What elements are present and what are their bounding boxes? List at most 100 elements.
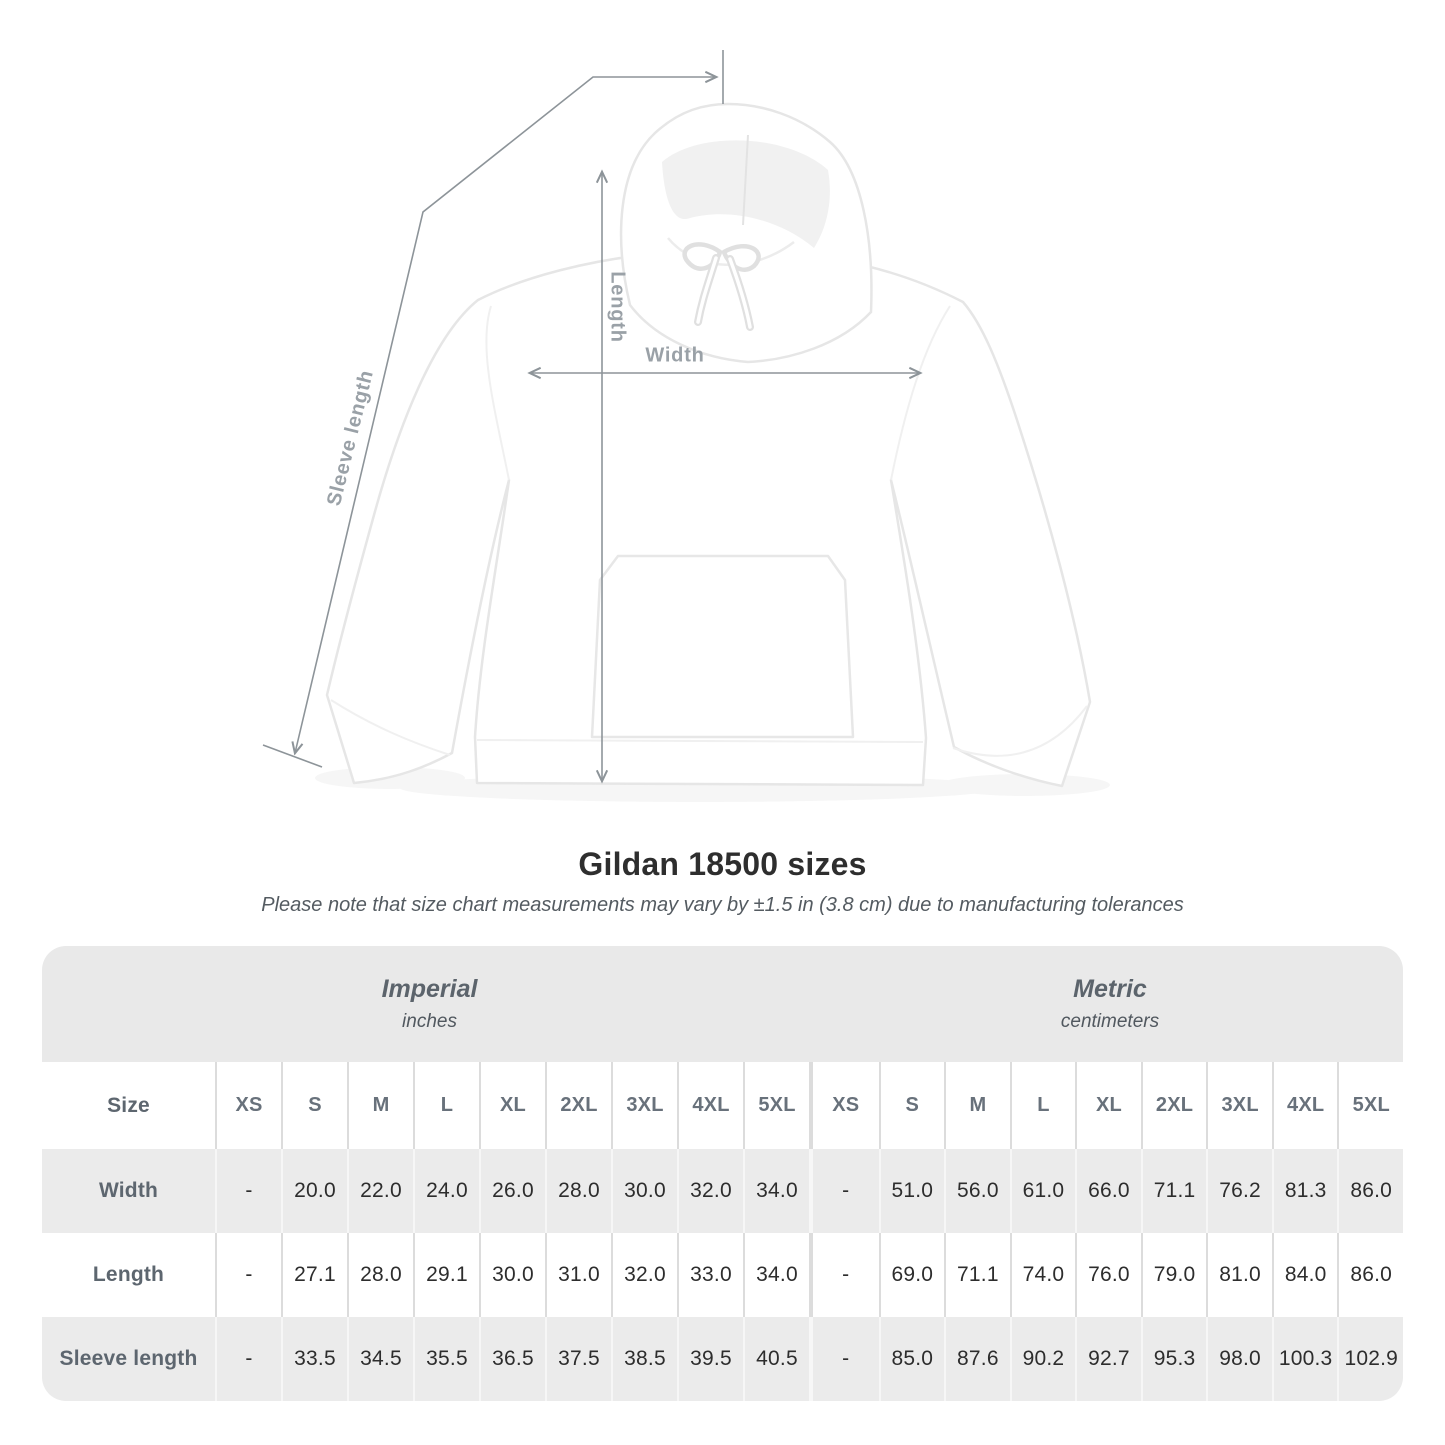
value-cell-metric: 81.3 bbox=[1271, 1149, 1338, 1233]
value-cell-metric: 100.3 bbox=[1271, 1317, 1338, 1401]
length-measurement-label: Length bbox=[606, 271, 629, 343]
size-col-header-imperial: 2XL bbox=[545, 1062, 611, 1149]
value-cell-metric: 61.0 bbox=[1009, 1149, 1076, 1233]
value-cell-imperial: 32.0 bbox=[677, 1149, 743, 1233]
row-label: Length bbox=[92, 1263, 165, 1286]
value-cell-imperial: 22.0 bbox=[347, 1149, 413, 1233]
value-cell-metric: 51.0 bbox=[878, 1149, 945, 1233]
value-cell-metric: 79.0 bbox=[1140, 1233, 1207, 1317]
size-col-header-metric: 5XL bbox=[1337, 1062, 1403, 1149]
value-cell-metric: - bbox=[842, 1263, 850, 1286]
row-label: Width bbox=[42, 1149, 215, 1233]
value-cell-imperial: 34.0 bbox=[743, 1149, 809, 1233]
hoodie-illustration bbox=[262, 50, 1092, 788]
sleeve-start-tick bbox=[262, 744, 323, 768]
size-column-header: Size bbox=[107, 1093, 150, 1117]
value-cell-imperial: 38.5 bbox=[611, 1317, 677, 1401]
value-cell-metric: 56.0 bbox=[944, 1149, 1010, 1233]
sleeve-dimension-line bbox=[295, 77, 716, 753]
value-cell-imperial: - bbox=[215, 1233, 281, 1317]
size-col-header-imperial: S bbox=[281, 1062, 347, 1149]
value-cell-metric: 69.0 bbox=[878, 1233, 945, 1317]
metric-group-header: Metric centimeters bbox=[817, 946, 1403, 1062]
width-measurement-label: Width bbox=[645, 344, 705, 367]
value-cell-imperial: 34.5 bbox=[347, 1317, 413, 1401]
value-cell-imperial: 37.5 bbox=[545, 1317, 611, 1401]
page-title: Gildan 18500 sizes bbox=[578, 846, 867, 882]
size-col-header-metric: S bbox=[878, 1062, 945, 1149]
hoodie-measurement-diagram: Length Width Sleeve length bbox=[262, 50, 1092, 788]
value-cell-imperial: 35.5 bbox=[413, 1317, 479, 1401]
value-cell-imperial: - bbox=[215, 1149, 281, 1233]
size-table-grid: Size XS S M L XL 2XL 3XL 4XL 5XL XS S M L XL 2XL 3XL 4XL 5… bbox=[42, 1062, 1403, 1401]
tolerance-note: Please note that size chart measurements… bbox=[261, 894, 1184, 916]
value-cell-imperial: 20.0 bbox=[281, 1149, 347, 1233]
value-cell-metric: 84.0 bbox=[1271, 1233, 1338, 1317]
row-label: Sleeve length bbox=[42, 1317, 215, 1401]
value-cell-imperial: 40.5 bbox=[743, 1317, 809, 1401]
value-cell-metric: 76.0 bbox=[1075, 1233, 1141, 1317]
value-cell-metric: 71.1 bbox=[1140, 1149, 1207, 1233]
imperial-group-label: Imperial bbox=[381, 975, 478, 1003]
size-col-header-metric: 3XL bbox=[1206, 1062, 1272, 1149]
imperial-metric-divider bbox=[809, 1062, 813, 1149]
value-cell-metric: 87.6 bbox=[944, 1317, 1010, 1401]
metric-group-label: Metric bbox=[1073, 975, 1147, 1003]
value-cell-metric: 74.0 bbox=[1009, 1233, 1076, 1317]
size-col-header-metric: 4XL bbox=[1271, 1062, 1338, 1149]
value-cell-metric: 81.0 bbox=[1206, 1233, 1272, 1317]
size-col-header-imperial: 4XL bbox=[677, 1062, 743, 1149]
size-col-header-imperial: L bbox=[413, 1062, 479, 1149]
kangaroo-pocket bbox=[590, 554, 855, 739]
value-cell-imperial: 32.0 bbox=[611, 1233, 677, 1317]
size-col-header-metric: XS bbox=[832, 1094, 860, 1116]
size-col-header-metric: M bbox=[944, 1062, 1010, 1149]
value-cell-imperial: 26.0 bbox=[479, 1149, 545, 1233]
value-cell-metric: 86.0 bbox=[1337, 1233, 1403, 1317]
value-cell-metric: 76.2 bbox=[1206, 1149, 1272, 1233]
value-cell-metric: 66.0 bbox=[1075, 1149, 1141, 1233]
size-col-header-imperial: 3XL bbox=[611, 1062, 677, 1149]
imperial-metric-divider bbox=[809, 1317, 813, 1401]
value-cell-imperial: 36.5 bbox=[479, 1317, 545, 1401]
value-cell-imperial: - bbox=[215, 1317, 281, 1401]
value-cell-imperial: 29.1 bbox=[413, 1233, 479, 1317]
value-cell-imperial: 33.0 bbox=[677, 1233, 743, 1317]
imperial-units-label: inches bbox=[402, 1011, 457, 1032]
size-col-header-imperial: XL bbox=[479, 1062, 545, 1149]
value-cell-metric: 85.0 bbox=[878, 1317, 945, 1401]
size-col-header-imperial: XS bbox=[215, 1062, 281, 1149]
size-table: Imperial inches Metric centimeters Size X… bbox=[42, 946, 1403, 1401]
size-col-header-imperial: 5XL bbox=[743, 1062, 809, 1149]
unit-group-header-band: Imperial inches Metric centimeters bbox=[42, 946, 1403, 1062]
value-cell-imperial: 39.5 bbox=[677, 1317, 743, 1401]
value-cell-imperial: 30.0 bbox=[479, 1233, 545, 1317]
dimension-lines bbox=[262, 50, 920, 781]
imperial-group-header: Imperial inches bbox=[42, 946, 817, 1062]
size-col-header-metric: L bbox=[1009, 1062, 1076, 1149]
imperial-metric-divider bbox=[809, 1149, 813, 1233]
value-cell-metric: 71.1 bbox=[944, 1233, 1010, 1317]
value-cell-metric: 92.7 bbox=[1075, 1317, 1141, 1401]
size-col-header-metric: XL bbox=[1075, 1062, 1141, 1149]
value-cell-imperial: 31.0 bbox=[545, 1233, 611, 1317]
size-col-header-imperial: M bbox=[347, 1062, 413, 1149]
value-cell-imperial: 27.1 bbox=[281, 1233, 347, 1317]
value-cell-imperial: 24.0 bbox=[413, 1149, 479, 1233]
value-cell-imperial: 28.0 bbox=[545, 1149, 611, 1233]
imperial-metric-divider bbox=[809, 1233, 813, 1317]
value-cell-imperial: 33.5 bbox=[281, 1317, 347, 1401]
value-cell-metric: 90.2 bbox=[1009, 1317, 1076, 1401]
value-cell-metric: - bbox=[813, 1317, 879, 1401]
value-cell-imperial: 28.0 bbox=[347, 1233, 413, 1317]
size-col-header-metric: 2XL bbox=[1140, 1062, 1207, 1149]
value-cell-metric: 102.9 bbox=[1337, 1317, 1403, 1401]
value-cell-metric: 86.0 bbox=[1337, 1149, 1403, 1233]
metric-units-label: centimeters bbox=[1060, 1011, 1160, 1032]
value-cell-metric: 98.0 bbox=[1206, 1317, 1272, 1401]
value-cell-metric: - bbox=[813, 1149, 879, 1233]
value-cell-imperial: 30.0 bbox=[611, 1149, 677, 1233]
value-cell-metric: 95.3 bbox=[1140, 1317, 1207, 1401]
value-cell-imperial: 34.0 bbox=[743, 1233, 809, 1317]
